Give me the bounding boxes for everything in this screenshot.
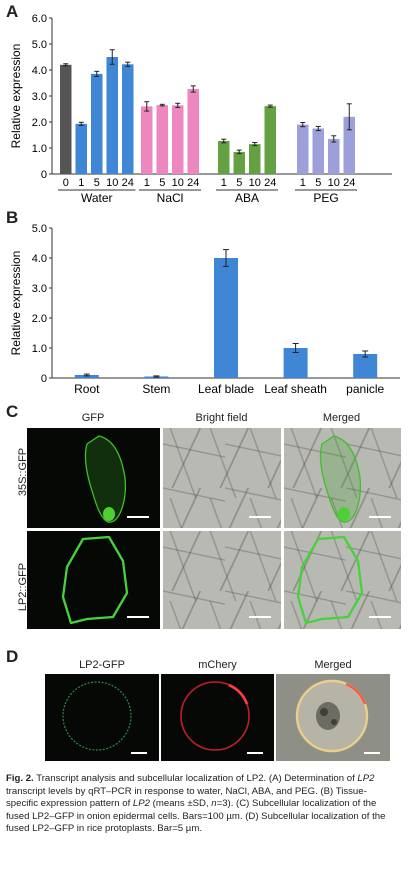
- y-tick-label: 5.0: [32, 223, 47, 235]
- x-tick-label: panicle: [346, 382, 384, 396]
- x-tick-label: 24: [264, 177, 276, 189]
- panel-label-d: D: [6, 647, 19, 666]
- x-tick-label: 10: [106, 177, 118, 189]
- group-label: Water: [81, 191, 113, 205]
- bar: [264, 106, 276, 174]
- image-protoplast-merged: [276, 674, 390, 761]
- group-label: ABA: [235, 191, 259, 205]
- image-protoplast-mchery: [161, 674, 274, 761]
- image-35s-gfp-fluorescence: [27, 428, 160, 528]
- y-tick-label: 5.0: [32, 39, 47, 51]
- x-tick-label: 10: [172, 177, 184, 189]
- bar: [91, 73, 103, 174]
- x-tick-label: 10: [328, 177, 340, 189]
- panel-c-col-merged: Merged: [322, 412, 361, 424]
- bar: [249, 144, 261, 174]
- bar: [297, 124, 309, 174]
- caption-text: Transcript analysis and subcellular loca…: [33, 773, 358, 784]
- bar: [343, 116, 355, 174]
- y-tick-label: 2.0: [32, 313, 47, 325]
- bar: [60, 64, 72, 174]
- caption-text: =3). (C) Subcellular localization of the…: [6, 798, 386, 835]
- panel-d-col-merged: Merged: [314, 659, 352, 671]
- bar: [122, 64, 134, 174]
- x-tick-label: 24: [187, 177, 199, 189]
- figure-caption: Fig. 2. Transcript analysis and subcellu…: [6, 773, 390, 836]
- x-tick-label: 1: [300, 177, 306, 189]
- bar: [233, 151, 245, 174]
- caption-text: transcript levels by qRT–PCR in response…: [6, 785, 367, 810]
- image-lp2-gfp-fluorescence: [27, 531, 160, 629]
- image-lp2-bright-field: [163, 531, 281, 629]
- x-tick-label: Leaf blade: [198, 382, 254, 396]
- x-tick-label: Leaf sheath: [264, 382, 327, 396]
- chart-tissue-expression: 0 1.0 2.0 3.0 4.0 5.0 Relative expression Root S…: [9, 223, 400, 396]
- bar: [218, 140, 230, 174]
- group-label: PEG: [313, 191, 338, 205]
- x-tick-label: 1: [221, 177, 227, 189]
- x-tick-label: 1: [78, 177, 84, 189]
- x-tick-label: 24: [343, 177, 355, 189]
- image-lp2-merged: [284, 531, 401, 629]
- x-tick-label: 10: [249, 177, 261, 189]
- image-protoplast-lp2-gfp: [45, 674, 159, 761]
- y-axis-label: Relative expression: [9, 44, 23, 149]
- panel-label-b: B: [6, 208, 19, 227]
- x-tick-label: 5: [94, 177, 100, 189]
- caption-label: Fig. 2.: [6, 773, 34, 784]
- y-tick-label: 0: [41, 373, 47, 385]
- x-tick-label: 1: [144, 177, 150, 189]
- group-label: NaCl: [157, 191, 184, 205]
- y-axis-label: Relative expression: [9, 251, 23, 356]
- x-tick-label: 5: [159, 177, 165, 189]
- panel-label-a: A: [6, 2, 19, 21]
- y-tick-label: 0: [41, 169, 47, 181]
- image-35s-bright-field: [163, 428, 281, 528]
- x-tick-label: 24: [122, 177, 134, 189]
- bar: [312, 128, 324, 174]
- panel-c-col-bright-field: Bright field: [195, 412, 248, 424]
- panel-c-col-gfp: GFP: [81, 412, 105, 424]
- image-35s-merged: [284, 428, 401, 528]
- panel-d-col-lp2-gfp: LP2-GFP: [79, 659, 125, 671]
- y-tick-label: 3.0: [32, 91, 47, 103]
- y-tick-label: 6.0: [32, 13, 47, 25]
- bar: [214, 258, 238, 378]
- y-tick-label: 4.0: [32, 253, 47, 265]
- bar: [74, 375, 99, 378]
- caption-text: (means ±SD,: [150, 798, 212, 810]
- y-tick-label: 1.0: [32, 143, 47, 155]
- bar: [106, 57, 118, 174]
- bar: [75, 123, 87, 174]
- bar: [172, 105, 184, 174]
- bar: [353, 354, 378, 378]
- bar: [156, 105, 168, 174]
- caption-sample-size: n: [211, 798, 217, 810]
- bar: [328, 138, 340, 174]
- caption-gene-name: LP2: [132, 798, 150, 810]
- panel-label-c: C: [6, 402, 19, 421]
- x-tick-label: 5: [236, 177, 242, 189]
- y-tick-label: 4.0: [32, 65, 47, 77]
- x-tick-label: Stem: [142, 382, 170, 396]
- x-tick-label: Root: [74, 382, 100, 396]
- x-tick-label: 5: [315, 177, 321, 189]
- y-tick-label: 1.0: [32, 343, 47, 355]
- bar: [187, 88, 199, 174]
- y-tick-label: 2.0: [32, 117, 47, 129]
- y-tick-label: 3.0: [32, 283, 47, 295]
- panel-d-col-mchery: mChery: [198, 659, 237, 671]
- bar: [141, 106, 153, 174]
- x-tick-label: 0: [63, 177, 69, 189]
- caption-gene-name: LP2: [357, 773, 375, 784]
